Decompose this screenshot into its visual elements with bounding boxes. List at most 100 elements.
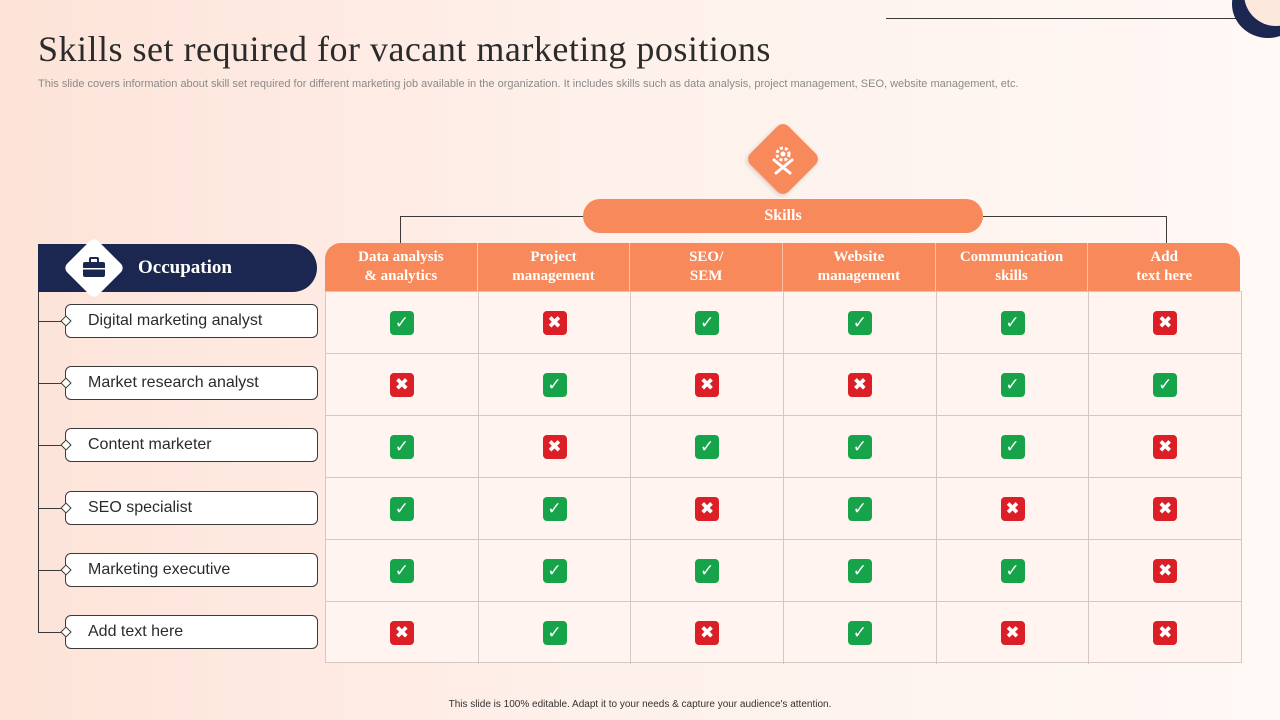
- skill-header-line: management: [512, 268, 595, 284]
- skills-header: Skills: [583, 199, 983, 233]
- occupation-item: Marketing executive: [65, 553, 318, 587]
- table-cell: ✓: [937, 292, 1090, 353]
- check-icon: ✓: [847, 434, 872, 459]
- table-cell: ✖: [326, 354, 479, 415]
- corner-decor: [1232, 0, 1280, 38]
- cross-icon: ✖: [847, 372, 872, 397]
- table-cell: ✓: [479, 354, 632, 415]
- skills-connector-left: [400, 216, 583, 217]
- check-icon: ✓: [389, 496, 414, 521]
- occupation-connector: [38, 632, 65, 633]
- check-icon: ✓: [1000, 558, 1025, 583]
- table-cell: ✓: [631, 540, 785, 601]
- top-decor-line: [886, 18, 1241, 19]
- skills-badge: [744, 120, 822, 198]
- table-cell: ✓: [784, 416, 937, 477]
- skills-table-header: Data analysis & analytics Project managemen…: [325, 243, 1240, 291]
- skill-column-header: SEO/SEM: [630, 243, 784, 291]
- check-icon: ✓: [1000, 310, 1025, 335]
- skills-connector-left-drop: [400, 216, 401, 243]
- cross-icon: ✖: [1153, 496, 1178, 521]
- table-cell: ✖: [1089, 540, 1241, 601]
- table-row: ✓ ✓ ✓ ✓ ✓ ✖: [326, 540, 1241, 602]
- table-cell: ✖: [631, 602, 785, 664]
- skill-header-line: & analytics: [364, 268, 438, 284]
- table-cell: ✓: [631, 292, 785, 353]
- cross-icon: ✖: [1000, 621, 1025, 645]
- page-subtitle: This slide covers information about skil…: [38, 78, 1019, 90]
- skill-header-line: Communication: [959, 249, 1064, 265]
- table-cell: ✓: [326, 478, 479, 539]
- table-cell: ✖: [784, 354, 937, 415]
- check-icon: ✓: [695, 558, 720, 583]
- check-icon: ✓: [695, 434, 720, 459]
- table-cell: ✓: [784, 602, 937, 664]
- skill-header-line: skills: [995, 268, 1028, 284]
- table-cell: ✓: [937, 540, 1090, 601]
- occupation-item: SEO specialist: [65, 491, 318, 525]
- cross-icon: ✖: [1153, 310, 1178, 335]
- skill-header-line: text here: [1136, 268, 1193, 284]
- occupation-label: Occupation: [138, 257, 232, 278]
- skill-header-line: Add: [1150, 249, 1178, 265]
- table-cell: ✖: [1089, 478, 1241, 539]
- skill-header-line: Project: [530, 249, 577, 265]
- table-cell: ✖: [631, 354, 785, 415]
- check-icon: ✓: [1153, 372, 1178, 397]
- check-icon: ✓: [847, 558, 872, 583]
- check-icon: ✓: [847, 621, 872, 645]
- occupation-connector: [38, 445, 65, 446]
- table-cell: ✓: [326, 416, 479, 477]
- cross-icon: ✖: [389, 372, 414, 397]
- table-cell: ✓: [937, 416, 1090, 477]
- table-cell: ✓: [1089, 354, 1241, 415]
- cross-icon: ✖: [1153, 621, 1178, 645]
- table-cell: ✓: [937, 354, 1090, 415]
- skill-header-line: Data analysis: [358, 249, 444, 265]
- table-cell: ✖: [937, 478, 1090, 539]
- occupation-connector: [38, 508, 65, 509]
- occupation-item: Market research analyst: [65, 366, 318, 400]
- occupation-item: Add text here: [65, 615, 318, 649]
- table-cell: ✓: [631, 416, 785, 477]
- skill-column-header: Data analysis & analytics: [325, 243, 478, 291]
- table-cell: ✓: [784, 478, 937, 539]
- check-icon: ✓: [542, 621, 567, 645]
- cross-icon: ✖: [542, 310, 567, 335]
- cross-icon: ✖: [1000, 496, 1025, 521]
- skill-column-header: Communication skills: [936, 243, 1089, 291]
- occupation-connector: [38, 570, 65, 571]
- skill-column-header: Website management: [783, 243, 936, 291]
- table-cell: ✓: [784, 540, 937, 601]
- check-icon: ✓: [847, 310, 872, 335]
- table-row: ✓ ✖ ✓ ✓ ✓ ✖: [326, 416, 1241, 478]
- check-icon: ✓: [1000, 434, 1025, 459]
- occupation-badge: [62, 236, 126, 300]
- occupation-item: Content marketer: [65, 428, 318, 462]
- cross-icon: ✖: [695, 621, 720, 645]
- skill-header-line: SEO/: [689, 249, 724, 265]
- skills-connector-right: [983, 216, 1166, 217]
- skill-header-line: management: [817, 268, 901, 284]
- skill-column-header: Add text here: [1088, 243, 1240, 291]
- table-cell: ✓: [479, 478, 632, 539]
- check-icon: ✓: [542, 372, 567, 397]
- check-icon: ✓: [389, 434, 414, 459]
- check-icon: ✓: [389, 310, 414, 335]
- check-icon: ✓: [389, 558, 414, 583]
- table-cell: ✖: [1089, 292, 1241, 353]
- table-cell: ✖: [1089, 602, 1241, 664]
- footer-note: This slide is 100% editable. Adapt it to…: [448, 699, 832, 710]
- cross-icon: ✖: [695, 372, 720, 397]
- skill-header-line: Website: [833, 249, 885, 265]
- occupation-trunk-line: [38, 292, 39, 632]
- table-cell: ✓: [479, 602, 632, 664]
- table-row: ✖ ✓ ✖ ✖ ✓ ✓: [326, 354, 1241, 416]
- table-cell: ✖: [326, 602, 479, 664]
- skills-connector-right-drop: [1166, 216, 1167, 243]
- cross-icon: ✖: [1153, 434, 1178, 459]
- check-icon: ✓: [542, 558, 567, 583]
- briefcase-icon: [83, 257, 105, 277]
- table-cell: ✖: [937, 602, 1090, 664]
- cross-icon: ✖: [542, 434, 567, 459]
